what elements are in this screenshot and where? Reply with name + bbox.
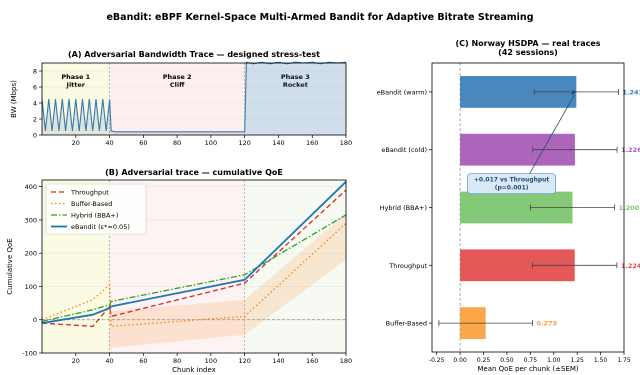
y-tick-label: 4 (33, 100, 37, 108)
y-tick-label: 0 (33, 132, 37, 140)
phase-label: Phase 2 Cliff (163, 73, 192, 89)
legend-entry: Hybrid (BBA+) (71, 212, 118, 220)
x-axis-label: Chunk index (172, 366, 216, 374)
x-tick-label: 100 (205, 139, 217, 147)
y-tick-label: 200 (25, 250, 37, 258)
annotation-arrowhead (571, 89, 577, 96)
phase-label: Phase 1 Jitter (61, 73, 90, 89)
y-tick-label: 300 (25, 216, 37, 224)
y-tick-label: 2 (33, 116, 37, 124)
y-tick-label: Throughput (388, 262, 427, 270)
y-tick-label: 400 (25, 183, 37, 191)
series-line (41, 189, 347, 328)
x-tick-label: 100 (205, 357, 217, 365)
y-axis-label: Cumulative QoE (6, 238, 14, 294)
panel-title: (A) Adversarial Bandwidth Trace — design… (68, 50, 320, 59)
series-line (41, 222, 347, 328)
legend-entry: Buffer-Based (71, 200, 112, 208)
x-tick-label: 160 (306, 357, 318, 365)
confidence-band (109, 213, 346, 348)
series-line (41, 214, 347, 323)
x-tick-label: 180 (340, 357, 352, 365)
x-tick-label: 60 (139, 357, 147, 365)
y-tick-label: 8 (33, 68, 37, 76)
x-tick-label: 20 (72, 357, 80, 365)
x-tick-label: 80 (173, 139, 181, 147)
phase-background (244, 180, 346, 353)
y-tick-label: Buffer-Based (386, 320, 427, 328)
x-tick-label: 1.25 (570, 357, 584, 364)
bar-value-label: 1.224 (621, 262, 640, 270)
x-tick-label: 80 (173, 357, 181, 365)
panel-title: (B) Adversarial trace — cumulative QoE (105, 168, 283, 177)
axes-frame (41, 179, 347, 354)
x-tick-label: 160 (306, 139, 318, 147)
phase-background (109, 63, 245, 135)
series-line (41, 181, 347, 324)
x-tick-label: 20 (72, 139, 80, 147)
panel-c-norway-hsdpa: (C) Norway HSDPA — real traces (42 sessio… (377, 39, 640, 373)
y-tick-label: eBandit (warm) (377, 88, 427, 96)
x-tick-label: 120 (238, 357, 250, 365)
annotation-box (467, 173, 556, 195)
annotation-arrow (529, 94, 575, 174)
x-tick-label: 0.50 (500, 357, 514, 364)
panel-a-bandwidth-trace: (A) Adversarial Bandwidth Trace — design… (10, 50, 352, 147)
bar-value-label: 1.200 (619, 204, 640, 212)
y-tick-label: eBandit (cold) (381, 146, 427, 154)
annotation-text: +0.017 vs Throughput (p=0.001) (474, 177, 550, 192)
x-tick-label: 140 (272, 139, 284, 147)
x-tick-label: 180 (340, 139, 352, 147)
bar-value-label: 1.226 (621, 146, 640, 154)
y-tick-label: Hybrid (BBA+) (380, 204, 427, 212)
y-tick-label: 6 (33, 84, 37, 92)
y-tick-label: 0 (33, 316, 37, 324)
y-tick-label: -100 (22, 350, 37, 358)
legend: Throughput Buffer-Based Hybrid (BBA+) eBand… (45, 183, 147, 235)
x-tick-label: 120 (238, 139, 250, 147)
x-tick-label: 1.50 (594, 357, 608, 364)
phase-label: Phase 3 Rocket (281, 73, 310, 89)
figure-suptitle: eBandit: eBPF Kernel-Space Multi-Armed B… (106, 12, 533, 23)
x-tick-label: 1.00 (547, 357, 561, 364)
legend-entry: Throughput (70, 189, 109, 197)
x-tick-label: -0.25 (429, 357, 445, 364)
x-tick-label: 0.75 (524, 357, 538, 364)
y-tick-label: 100 (25, 283, 37, 291)
bar-value-label: 1.241 (622, 88, 640, 96)
x-axis-label: Mean QoE per chunk (±SEM) (477, 365, 579, 373)
x-tick-label: 1.75 (617, 357, 631, 364)
legend-entry: eBandit (ε*=0.05) (71, 223, 130, 231)
panel-title: (C) Norway HSDPA — real traces (42 sessio… (455, 39, 600, 57)
axes-frame (431, 62, 625, 353)
x-tick-label: 60 (139, 139, 147, 147)
x-tick-label: 40 (105, 139, 113, 147)
x-tick-label: 140 (272, 357, 284, 365)
x-tick-label: 40 (105, 357, 113, 365)
x-tick-label: 0.00 (453, 357, 467, 364)
y-axis-label: BW (Mbps) (10, 80, 18, 118)
x-tick-label: 0.25 (477, 357, 491, 364)
legend-box (45, 183, 147, 235)
phase-background (244, 63, 346, 135)
panel-b-cumulative-qoe: (B) Adversarial trace — cumulative QoE -1… (6, 168, 352, 374)
axes-frame (41, 62, 347, 136)
bar-value-label: 0.273 (536, 320, 557, 328)
bandwidth-area (42, 62, 346, 136)
